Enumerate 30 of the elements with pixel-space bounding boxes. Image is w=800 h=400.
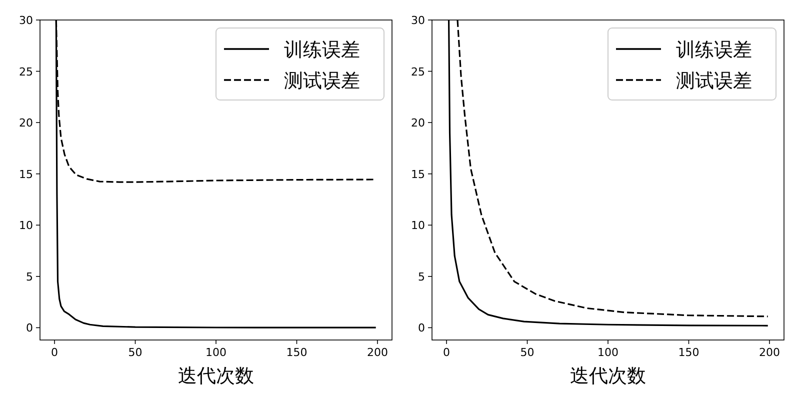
x-tick-label: 50 (128, 346, 142, 359)
y-tick-label: 0 (26, 322, 33, 335)
x-tick-label: 50 (520, 346, 534, 359)
x-axis-title: 迭代次数 (570, 365, 646, 387)
y-tick-label: 5 (418, 270, 425, 284)
y-tick-label: 15 (19, 168, 33, 181)
x-tick-label: 200 (366, 346, 388, 359)
y-tick-label: 15 (411, 168, 425, 181)
y-tick-label: 30 (411, 14, 425, 27)
y-tick-label: 10 (411, 219, 425, 232)
y-tick-label: 20 (19, 116, 33, 130)
x-axis-title: 迭代次数 (178, 365, 254, 387)
x-tick-label: 150 (678, 346, 700, 359)
x-tick-label: 200 (758, 346, 780, 359)
x-tick-label: 100 (206, 346, 226, 359)
y-tick-label: 0 (418, 322, 425, 335)
legend-label: 训练误差 (284, 39, 360, 61)
y-tick-label: 25 (19, 65, 33, 78)
x-tick-label: 150 (286, 346, 308, 359)
x-tick-label: 0 (443, 346, 450, 359)
y-tick-label: 30 (19, 14, 33, 27)
y-tick-label: 5 (26, 270, 33, 284)
legend-label: 测试误差 (284, 70, 360, 92)
x-tick-label: 0 (51, 346, 58, 359)
y-tick-label: 25 (411, 65, 425, 78)
y-tick-label: 10 (19, 219, 33, 232)
y-tick-label: 20 (411, 116, 425, 130)
legend-label: 测试误差 (676, 70, 752, 92)
x-tick-label: 100 (598, 346, 618, 359)
legend-label: 训练误差 (676, 39, 752, 61)
